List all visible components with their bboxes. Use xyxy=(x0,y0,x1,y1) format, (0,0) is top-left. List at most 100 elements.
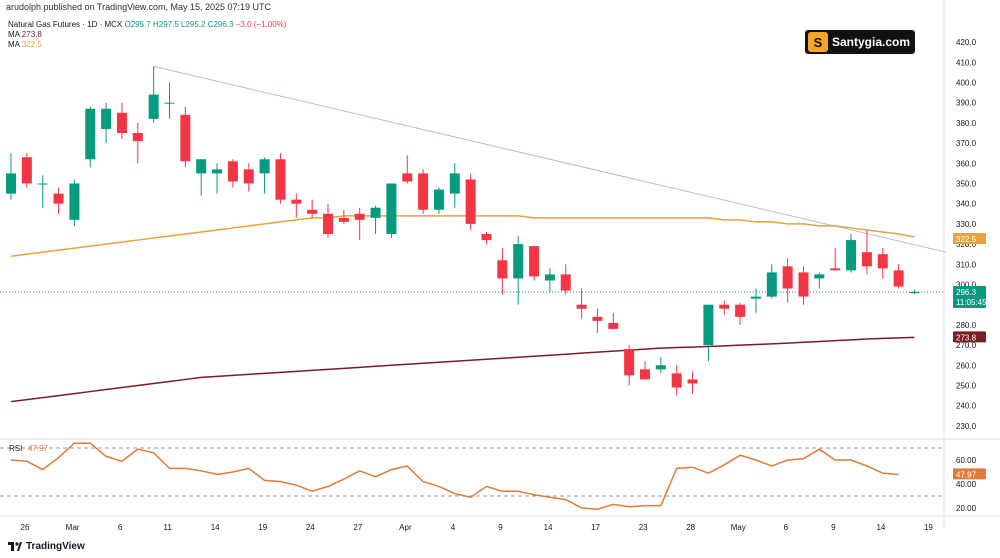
price-axis-label-text: 296.3 xyxy=(956,288,977,297)
candle-body[interactable] xyxy=(513,244,524,279)
candle-body[interactable] xyxy=(243,169,254,184)
price-axis-label-text: 273.8 xyxy=(956,333,977,342)
candle-body[interactable] xyxy=(830,268,841,271)
time-tick-label: 26 xyxy=(21,523,30,532)
candle-body[interactable] xyxy=(338,217,349,222)
candle-body[interactable] xyxy=(6,173,16,194)
ma-long-value: 273.8 xyxy=(21,30,42,39)
candle-body[interactable] xyxy=(148,94,159,119)
price-tick-label: 320.0 xyxy=(956,240,977,249)
candle-body[interactable] xyxy=(814,274,825,279)
price-tick-label: 240.0 xyxy=(956,402,977,411)
time-tick-label: 6 xyxy=(784,523,789,532)
price-tick-label: 250.0 xyxy=(956,382,977,391)
candle-body[interactable] xyxy=(703,304,714,346)
candle-body[interactable] xyxy=(846,240,857,271)
price-tick-label: 270.0 xyxy=(956,341,977,350)
candle-body[interactable] xyxy=(132,133,143,142)
price-tick-label: 390.0 xyxy=(956,99,977,108)
rsi-label: RSI xyxy=(9,444,22,453)
candle-body[interactable] xyxy=(544,274,555,281)
candle-body[interactable] xyxy=(640,369,650,380)
candle-body[interactable] xyxy=(85,108,96,160)
candle-body[interactable] xyxy=(671,373,682,388)
candle-body[interactable] xyxy=(53,193,64,204)
candle-body[interactable] xyxy=(180,114,191,162)
candle-body[interactable] xyxy=(418,173,429,210)
ma-long-label[interactable]: MA xyxy=(8,40,20,49)
footer-brand: TradingView xyxy=(8,541,85,552)
candle-body[interactable] xyxy=(370,207,381,218)
candle-body[interactable] xyxy=(307,209,318,214)
candle-body[interactable] xyxy=(624,349,635,376)
rsi-tick-label: 20.00 xyxy=(956,504,977,513)
candle-body[interactable] xyxy=(608,322,619,329)
candle-body[interactable] xyxy=(497,260,508,279)
ma-long-line[interactable] xyxy=(10,336,915,403)
time-tick-label: 6 xyxy=(118,523,123,532)
candle-body[interactable] xyxy=(481,234,492,241)
candle-body[interactable] xyxy=(21,157,32,184)
candle-body[interactable] xyxy=(560,274,571,291)
candle-body[interactable] xyxy=(69,183,80,220)
candle-body[interactable] xyxy=(275,159,286,200)
candle-body[interactable] xyxy=(116,112,127,133)
time-tick-label: 27 xyxy=(353,523,362,532)
price-tick-label: 340.0 xyxy=(956,200,977,209)
rsi-tick-label: 40.00 xyxy=(956,480,977,489)
candle-body[interactable] xyxy=(37,183,48,185)
resistance-trendline[interactable] xyxy=(153,65,947,253)
time-tick-label: 14 xyxy=(876,523,885,532)
candle-body[interactable] xyxy=(323,213,333,234)
candle-body[interactable] xyxy=(719,304,730,309)
time-tick-label: 14 xyxy=(211,523,220,532)
symbol-label[interactable]: Natural Gas Futures · 1D · MCX xyxy=(8,20,123,29)
candle-body[interactable] xyxy=(402,173,413,182)
candle-body[interactable] xyxy=(592,316,603,321)
candle-body[interactable] xyxy=(386,183,397,235)
rsi-value-badge xyxy=(953,468,986,480)
candle-body[interactable] xyxy=(433,189,444,210)
flame-s-logo-icon: S xyxy=(808,32,828,52)
price-axis-label-last xyxy=(953,285,986,308)
ma-short-line[interactable] xyxy=(10,215,915,257)
footer-brand-text: TradingView xyxy=(26,541,85,552)
candle-body[interactable] xyxy=(782,266,793,289)
rsi-line[interactable] xyxy=(10,442,899,510)
candle-body[interactable] xyxy=(259,159,270,174)
candle-body[interactable] xyxy=(735,304,746,317)
candle-body[interactable] xyxy=(291,199,302,204)
candle-body[interactable] xyxy=(766,272,777,297)
candle-body[interactable] xyxy=(877,254,888,269)
candle-body[interactable] xyxy=(196,159,207,174)
candle-body[interactable] xyxy=(687,379,698,384)
price-axis-label-text: 322.5 xyxy=(956,235,977,244)
time-tick-label: 9 xyxy=(498,523,503,532)
ma-short-label[interactable]: MA xyxy=(8,30,20,39)
rsi-tick-label: 60.00 xyxy=(956,456,977,465)
candle-body[interactable] xyxy=(101,108,112,129)
candle-body[interactable] xyxy=(861,252,872,267)
price-tick-label: 310.0 xyxy=(956,260,977,269)
price-tick-label: 360.0 xyxy=(956,159,977,168)
price-axis-label-ma_short xyxy=(953,233,986,245)
candle-body[interactable] xyxy=(576,304,587,309)
time-tick-label: Mar xyxy=(66,523,80,532)
candle-body[interactable] xyxy=(227,161,238,182)
candle-body[interactable] xyxy=(893,270,904,287)
candle-body[interactable] xyxy=(449,173,460,194)
tradingview-logo-icon xyxy=(8,542,22,551)
publisher-line: arudolph published on TradingView.com, M… xyxy=(6,2,271,12)
candle-body[interactable] xyxy=(909,291,920,294)
watermark-logo: S Santygia.com xyxy=(805,30,915,54)
candle-body[interactable] xyxy=(465,179,476,224)
candle-body[interactable] xyxy=(164,102,175,104)
candle-body[interactable] xyxy=(655,365,666,370)
candle-body[interactable] xyxy=(354,213,365,220)
time-tick-label: 24 xyxy=(306,523,315,532)
candle-body[interactable] xyxy=(750,296,761,299)
candle-body[interactable] xyxy=(798,272,809,297)
candle-body[interactable] xyxy=(529,246,540,277)
candle-body[interactable] xyxy=(212,169,223,174)
